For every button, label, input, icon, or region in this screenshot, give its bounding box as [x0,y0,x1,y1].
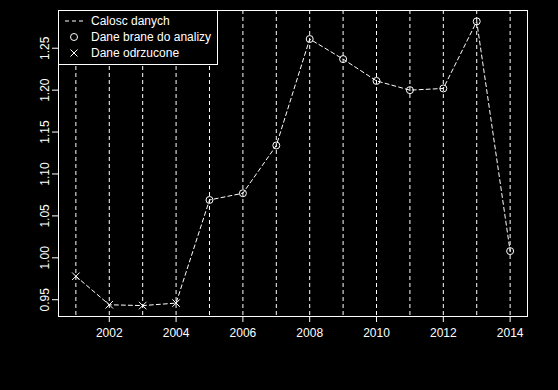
svg-text:1.25: 1.25 [38,36,52,60]
svg-text:2010: 2010 [363,326,390,340]
svg-text:1.15: 1.15 [38,120,52,144]
svg-text:1.10: 1.10 [38,162,52,186]
html-text:Dane odrzucone: Dane odrzucone [91,46,180,60]
svg-text:1.20: 1.20 [38,78,52,102]
svg-text:2004: 2004 [163,326,190,340]
svg-text:1.00: 1.00 [38,246,52,270]
html-text:Dane brane do analizy: Dane brane do analizy [91,30,212,44]
svg-text:2014: 2014 [497,326,524,340]
svg-text:1.05: 1.05 [38,204,52,228]
svg-text:2008: 2008 [296,326,323,340]
svg-text:2012: 2012 [430,326,457,340]
svg-text:2002: 2002 [96,326,123,340]
svg-text:0.95: 0.95 [38,288,52,312]
html-text:Calosc danych: Calosc danych [91,14,170,28]
svg-text:2006: 2006 [230,326,257,340]
